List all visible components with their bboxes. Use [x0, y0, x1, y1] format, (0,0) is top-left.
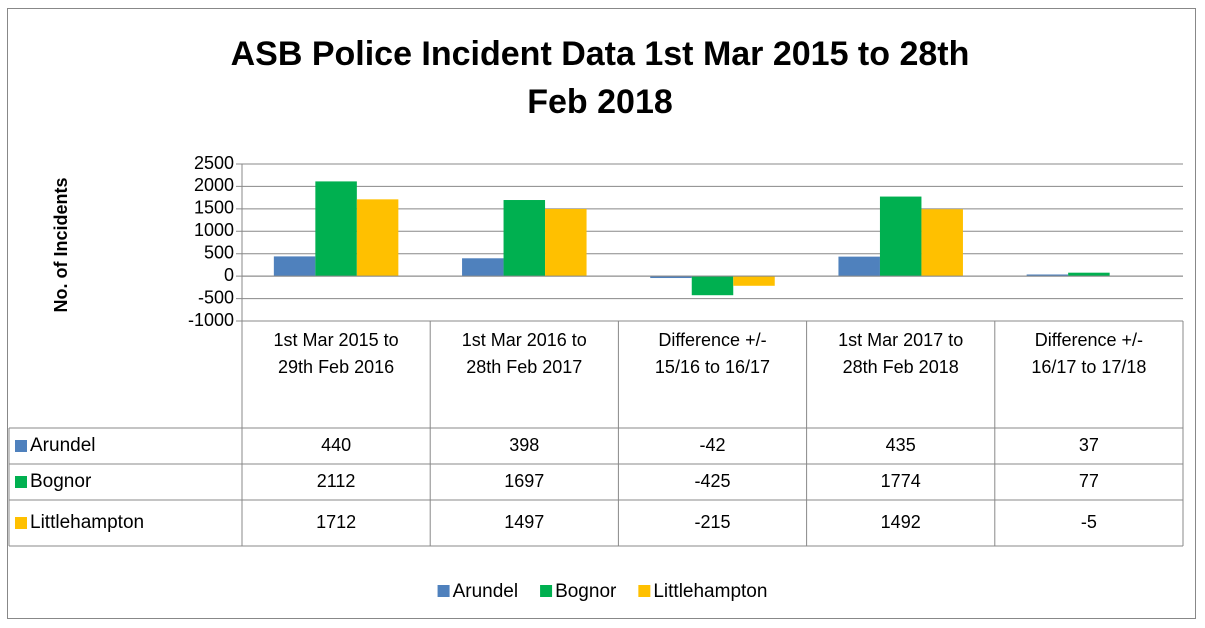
- category-cell: 1st Mar 2017 to 28th Feb 2018: [838, 330, 964, 377]
- table-value: 1492: [881, 512, 921, 532]
- category-cell: Difference +/- 15/16 to 16/17: [654, 330, 771, 377]
- y-tick-label: 1000: [194, 220, 234, 240]
- table-value: 1497: [504, 512, 544, 532]
- bar: [733, 276, 775, 286]
- bar: [838, 256, 880, 277]
- bar: [879, 196, 922, 277]
- bar: [1068, 272, 1110, 277]
- bar: [921, 209, 963, 277]
- y-axis-label: No. of Incidents: [51, 178, 71, 313]
- bar: [650, 276, 692, 279]
- x-tick-label: 1st Mar 2015 to 29th Feb 2016: [273, 330, 399, 377]
- bar: [356, 199, 399, 277]
- y-tick-label: 2000: [194, 175, 234, 195]
- table-value: 398: [509, 435, 539, 455]
- chart-border: [7, 8, 1196, 619]
- table-row-label: Bognor: [30, 471, 92, 492]
- table-value: 435: [886, 435, 916, 455]
- y-tick-label: 500: [204, 242, 234, 262]
- bar: [273, 256, 316, 277]
- table-legend-key: [15, 517, 27, 529]
- y-tick-label: -500: [198, 287, 234, 307]
- table-value: 1697: [504, 471, 544, 491]
- legend-label: Littlehampton: [653, 581, 767, 602]
- table-value: -42: [699, 435, 725, 455]
- table-value: 37: [1079, 435, 1099, 455]
- table-value: -5: [1081, 512, 1097, 532]
- y-tick-label: 0: [224, 265, 234, 285]
- category-cell: Difference +/- 16/17 to 17/18: [1031, 330, 1147, 377]
- table-legend-key: [15, 476, 27, 488]
- bar: [462, 258, 504, 277]
- bar: [315, 181, 357, 277]
- y-tick-label: 2500: [194, 153, 234, 173]
- category-cell: 1st Mar 2015 to 29th Feb 2016: [273, 330, 399, 377]
- table-value: 440: [321, 435, 351, 455]
- y-tick-label: 1500: [194, 198, 234, 218]
- table-value: -215: [694, 512, 730, 532]
- category-cell: 1st Mar 2016 to 28th Feb 2017: [461, 330, 587, 377]
- x-tick-label: Difference +/- 16/17 to 17/18: [1031, 330, 1147, 377]
- x-tick-label: 1st Mar 2017 to 28th Feb 2018: [838, 330, 964, 377]
- legend-label: Bognor: [555, 581, 617, 602]
- table-row-label: Littlehampton: [30, 512, 144, 533]
- bar: [503, 200, 546, 277]
- legend: Arundel Bognor Littlehampton: [437, 581, 767, 602]
- table-row-label: Arundel: [30, 435, 96, 456]
- title-box: ASB Police Incident Data 1st Mar 2015 to…: [230, 35, 970, 121]
- table-value: 2112: [317, 471, 356, 491]
- legend-key: [638, 585, 651, 597]
- table-value: 1712: [316, 512, 356, 532]
- legend-key: [540, 585, 553, 597]
- bar: [691, 276, 734, 296]
- table-legend-key: [15, 440, 27, 452]
- legend-label: Arundel: [453, 581, 519, 602]
- table-value: -425: [694, 471, 730, 491]
- table-value: 1774: [881, 471, 921, 491]
- x-tick-label: 1st Mar 2016 to 28th Feb 2017: [461, 330, 587, 377]
- bar: [1026, 274, 1069, 277]
- bar: [545, 208, 587, 277]
- table-value: 77: [1079, 471, 1099, 491]
- chart-title: ASB Police Incident Data 1st Mar 2015 to…: [230, 35, 970, 121]
- legend-key: [437, 585, 450, 597]
- x-tick-label: Difference +/- 15/16 to 16/17: [654, 330, 771, 377]
- y-tick-label: -1000: [188, 310, 234, 330]
